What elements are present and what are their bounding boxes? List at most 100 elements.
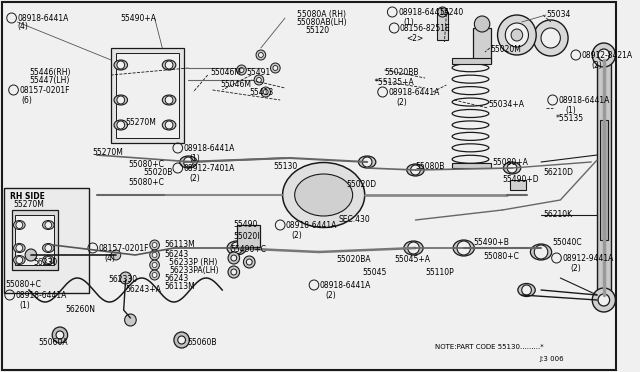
Text: (1): (1) — [565, 106, 576, 115]
Circle shape — [534, 245, 548, 259]
Text: 56243: 56243 — [164, 250, 189, 259]
Text: NOTE:PART CODE 55130.........*: NOTE:PART CODE 55130.........* — [435, 344, 543, 350]
Circle shape — [231, 242, 243, 254]
Text: 08918-6441A: 08918-6441A — [388, 88, 440, 97]
Ellipse shape — [42, 221, 54, 230]
Circle shape — [263, 90, 268, 94]
Text: 08912-8421A: 08912-8421A — [582, 51, 633, 60]
Circle shape — [506, 23, 529, 47]
Text: 56243: 56243 — [164, 274, 189, 283]
Bar — [4, 188, 89, 293]
Text: 56243+A: 56243+A — [125, 285, 161, 294]
Circle shape — [254, 75, 264, 85]
Circle shape — [111, 250, 121, 260]
Ellipse shape — [163, 60, 176, 70]
Text: SEC.430: SEC.430 — [338, 215, 370, 224]
Circle shape — [408, 242, 419, 254]
Text: *55135+A: *55135+A — [375, 78, 415, 87]
Ellipse shape — [114, 95, 127, 105]
Text: 08918-6441A: 08918-6441A — [286, 221, 337, 230]
Circle shape — [592, 288, 616, 312]
Ellipse shape — [227, 241, 246, 255]
Text: 55020D: 55020D — [346, 180, 376, 189]
Circle shape — [117, 96, 125, 104]
Ellipse shape — [283, 163, 365, 228]
Circle shape — [598, 294, 610, 306]
Text: 562330: 562330 — [108, 275, 138, 284]
Text: (2): (2) — [570, 264, 580, 273]
Ellipse shape — [407, 164, 424, 176]
Ellipse shape — [114, 120, 127, 130]
Ellipse shape — [518, 283, 535, 296]
Text: 08918-6441A: 08918-6441A — [17, 14, 68, 23]
Circle shape — [237, 65, 246, 75]
Circle shape — [261, 87, 271, 97]
Circle shape — [52, 327, 68, 343]
Text: 55080+C: 55080+C — [129, 160, 164, 169]
Circle shape — [231, 255, 237, 261]
Circle shape — [178, 336, 186, 344]
Circle shape — [184, 157, 193, 167]
Text: 55490+C: 55490+C — [230, 245, 266, 254]
Text: 55020M: 55020M — [491, 45, 522, 54]
Circle shape — [598, 49, 610, 61]
Text: 55270M: 55270M — [93, 148, 124, 157]
Text: 08918-6441A: 08918-6441A — [398, 8, 449, 17]
Text: 55080AB(LH): 55080AB(LH) — [296, 18, 348, 27]
Text: 55080+C: 55080+C — [6, 280, 42, 289]
Ellipse shape — [404, 241, 423, 255]
Text: 55034: 55034 — [546, 10, 570, 19]
Bar — [12, 210, 58, 270]
Circle shape — [45, 221, 52, 228]
Circle shape — [228, 252, 239, 264]
Ellipse shape — [358, 156, 376, 168]
Text: (2): (2) — [292, 231, 303, 240]
Text: (2): (2) — [189, 174, 200, 183]
Circle shape — [150, 270, 159, 280]
Ellipse shape — [13, 221, 25, 230]
Text: (4): (4) — [104, 254, 115, 263]
Text: 55020B: 55020B — [143, 168, 172, 177]
Text: 55045: 55045 — [362, 268, 387, 277]
Bar — [237, 225, 260, 247]
Bar — [116, 53, 179, 138]
Text: (6): (6) — [21, 96, 32, 105]
Circle shape — [511, 29, 523, 41]
Bar — [597, 60, 611, 295]
Text: 08918-6441A: 08918-6441A — [184, 144, 235, 153]
Ellipse shape — [453, 240, 474, 256]
Text: 55046M: 55046M — [220, 80, 252, 89]
Circle shape — [150, 240, 159, 250]
Circle shape — [174, 332, 189, 348]
Circle shape — [497, 15, 536, 55]
Circle shape — [243, 256, 255, 268]
Circle shape — [25, 249, 36, 261]
Text: 08156-8251E: 08156-8251E — [399, 24, 450, 33]
Circle shape — [165, 61, 173, 69]
Circle shape — [256, 50, 266, 60]
Circle shape — [117, 61, 125, 69]
Circle shape — [152, 243, 157, 247]
Text: 08912-9441A: 08912-9441A — [563, 254, 614, 263]
Text: 08912-7401A: 08912-7401A — [184, 164, 235, 173]
Circle shape — [150, 250, 159, 260]
Circle shape — [246, 259, 252, 265]
Text: 08918-6441A: 08918-6441A — [559, 96, 610, 105]
Text: 56113M: 56113M — [164, 240, 195, 249]
Circle shape — [117, 121, 125, 129]
Text: 55130: 55130 — [273, 162, 298, 171]
Text: <2>: <2> — [406, 34, 423, 43]
Bar — [510, 180, 525, 190]
Circle shape — [259, 52, 263, 58]
Text: 55060A: 55060A — [38, 338, 68, 347]
Text: 55490: 55490 — [234, 220, 258, 229]
Ellipse shape — [13, 256, 25, 264]
Text: 55270M: 55270M — [125, 118, 156, 127]
Text: 55120: 55120 — [305, 26, 330, 35]
Text: 55080B: 55080B — [415, 162, 445, 171]
Circle shape — [239, 67, 244, 73]
Circle shape — [16, 244, 22, 251]
Text: J:3 006: J:3 006 — [539, 356, 564, 362]
Text: 55490+B: 55490+B — [474, 238, 509, 247]
Circle shape — [231, 269, 237, 275]
